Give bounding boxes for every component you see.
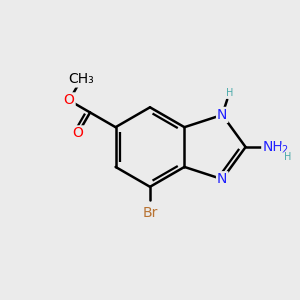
Text: N: N bbox=[217, 172, 227, 186]
Text: CH₃: CH₃ bbox=[68, 73, 94, 86]
Text: 2: 2 bbox=[281, 145, 288, 155]
Text: Br: Br bbox=[142, 206, 158, 220]
Text: H: H bbox=[226, 88, 233, 98]
Text: NH: NH bbox=[262, 140, 283, 154]
Text: O: O bbox=[64, 93, 75, 107]
Text: H: H bbox=[284, 152, 291, 162]
Text: N: N bbox=[217, 108, 227, 122]
Text: O: O bbox=[73, 126, 83, 140]
